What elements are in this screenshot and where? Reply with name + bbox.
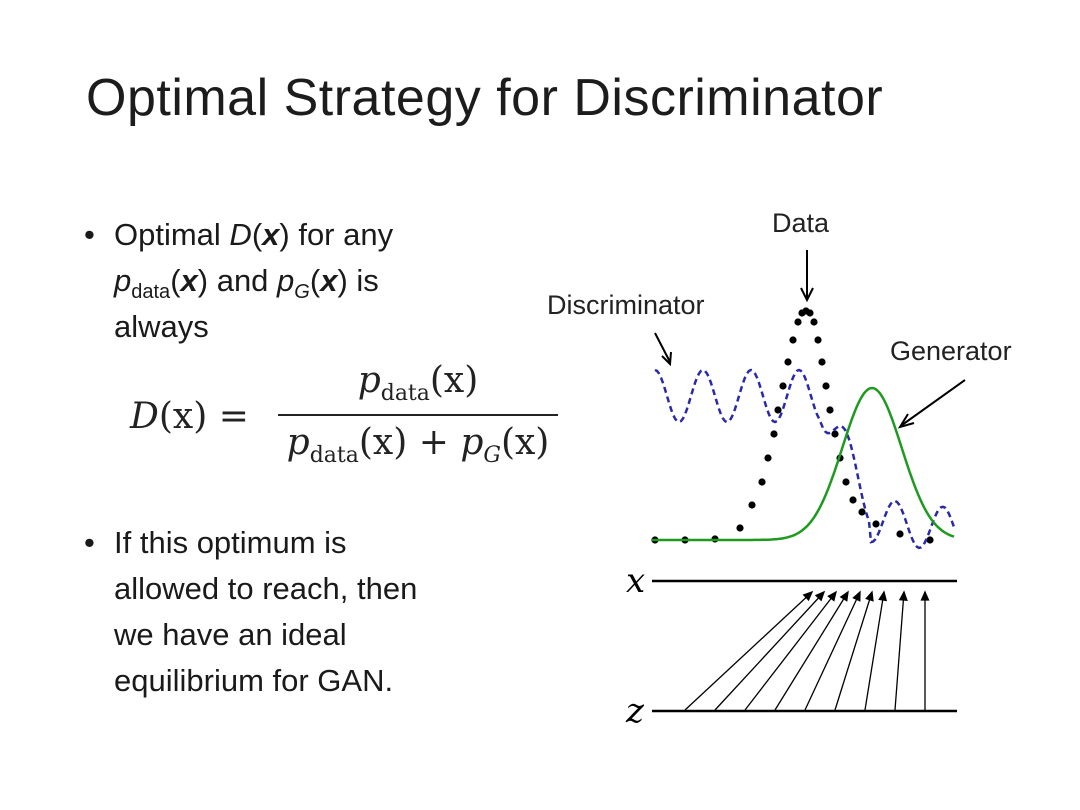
text-fragment: Optimal bbox=[114, 217, 230, 252]
fraction-bar bbox=[278, 414, 558, 416]
formula-denominator: pdata(x) + pG(x) bbox=[278, 422, 558, 468]
bullet-list: • Optimal D(x) for any pdata(x) and pG(x… bbox=[84, 212, 524, 350]
text-fragment: ) for any bbox=[279, 217, 394, 252]
bullet-dot: • bbox=[84, 525, 95, 560]
bullet-line: we have an ideal bbox=[114, 617, 347, 652]
data-point bbox=[794, 318, 802, 326]
discriminator-curve bbox=[654, 368, 957, 550]
mapping-arrow-head bbox=[898, 590, 908, 601]
formula-arg: (x) + bbox=[358, 422, 449, 463]
formula-sub-data: data bbox=[309, 443, 359, 468]
formula-fraction: pdata(x) pdata(x) + pG(x) bbox=[278, 360, 558, 468]
text-fragment: ) and bbox=[197, 263, 278, 298]
data-point bbox=[822, 382, 830, 390]
mapping-arrow-line bbox=[804, 591, 861, 711]
mapping-arrow-head bbox=[802, 590, 814, 602]
data-point bbox=[764, 454, 772, 462]
data-point bbox=[872, 520, 880, 528]
text-fragment: always bbox=[114, 309, 209, 344]
formula-lhs-arg: (x) = bbox=[158, 396, 249, 437]
data-point bbox=[926, 536, 934, 544]
data-point bbox=[736, 524, 744, 532]
mapping-arrow-line bbox=[894, 591, 905, 711]
bullet-dot: • bbox=[84, 217, 95, 252]
data-point bbox=[818, 358, 826, 366]
symbol-p: p bbox=[277, 263, 295, 298]
data-point bbox=[831, 430, 839, 438]
mapping-arrow-line bbox=[744, 591, 837, 711]
data-distribution-dots bbox=[651, 307, 934, 544]
mapping-arrow-head bbox=[814, 590, 826, 602]
text-fragment: ( bbox=[251, 217, 263, 252]
mapping-arrows bbox=[684, 590, 930, 711]
mapping-arrow-head bbox=[839, 590, 849, 602]
data-point bbox=[814, 336, 822, 344]
data-point bbox=[810, 318, 818, 326]
formula-sub-g: G bbox=[483, 443, 501, 468]
discriminator-label: Discriminator bbox=[547, 290, 705, 320]
z-axis-label: z bbox=[625, 691, 645, 731]
formula-sub-data: data bbox=[380, 381, 430, 406]
gan-distribution-diagram: Data Discriminator Generator x z bbox=[547, 208, 1012, 731]
mapping-arrow-head bbox=[852, 590, 861, 602]
mapping-arrow-line bbox=[774, 591, 849, 711]
formula-numerator: pdata(x) bbox=[278, 360, 558, 406]
text-fragment: ) is bbox=[337, 263, 379, 298]
generator-label: Generator bbox=[890, 336, 1012, 366]
data-point bbox=[784, 358, 792, 366]
data-point bbox=[770, 430, 778, 438]
slide-title: Optimal Strategy for Discriminator bbox=[86, 69, 884, 127]
mapping-arrow-line bbox=[834, 591, 873, 711]
symbol-x: x bbox=[320, 263, 338, 298]
data-label: Data bbox=[772, 208, 830, 238]
bullet-line: equilibrium for GAN. bbox=[114, 663, 394, 698]
data-point bbox=[806, 309, 814, 317]
formula-p: p bbox=[286, 422, 310, 463]
mapping-arrow-head bbox=[827, 590, 837, 602]
mapping-arrow-head bbox=[878, 590, 888, 602]
formula-p: p bbox=[357, 360, 381, 401]
formula-arg: (x) bbox=[429, 360, 479, 401]
formula-d: D bbox=[130, 396, 159, 437]
bullet-optimal-d: • Optimal D(x) for any pdata(x) and pG(x… bbox=[84, 212, 524, 350]
text-fragment: ( bbox=[309, 263, 321, 298]
formula-lhs: D(x) = bbox=[130, 396, 249, 437]
bullet-line: If this optimum is bbox=[114, 525, 347, 560]
mapping-arrow-line bbox=[864, 591, 885, 711]
data-point bbox=[858, 508, 866, 516]
symbol-x: x bbox=[180, 263, 198, 298]
symbol-x: x bbox=[262, 217, 280, 252]
data-point bbox=[774, 406, 782, 414]
data-point bbox=[842, 478, 850, 486]
symbol-p: p bbox=[114, 263, 132, 298]
bullet-equilibrium: • If this optimum is allowed to reach, t… bbox=[84, 520, 524, 704]
mapping-arrow-line bbox=[684, 591, 813, 711]
data-point bbox=[758, 478, 766, 486]
data-point bbox=[748, 501, 756, 509]
data-point bbox=[779, 382, 787, 390]
data-arrow bbox=[800, 250, 814, 303]
discriminator-arrow bbox=[654, 332, 672, 367]
text-fragment: ( bbox=[170, 263, 181, 298]
x-axis-label: x bbox=[626, 561, 645, 601]
formula-arg: (x) bbox=[500, 422, 550, 463]
data-point bbox=[789, 336, 797, 344]
subscript-g: G bbox=[294, 281, 310, 303]
generator-curve bbox=[652, 386, 955, 542]
mapping-arrow-head bbox=[865, 590, 874, 602]
data-point bbox=[826, 406, 834, 414]
mapping-arrow-head bbox=[920, 590, 930, 601]
data-point bbox=[849, 496, 857, 504]
bullet-line: allowed to reach, then bbox=[114, 571, 418, 606]
mapping-arrow-line bbox=[714, 591, 825, 711]
generator-arrow bbox=[897, 379, 966, 429]
data-point bbox=[896, 530, 904, 538]
subscript-data: data bbox=[131, 281, 171, 303]
symbol-d: D bbox=[229, 217, 252, 252]
formula-p: p bbox=[460, 422, 484, 463]
